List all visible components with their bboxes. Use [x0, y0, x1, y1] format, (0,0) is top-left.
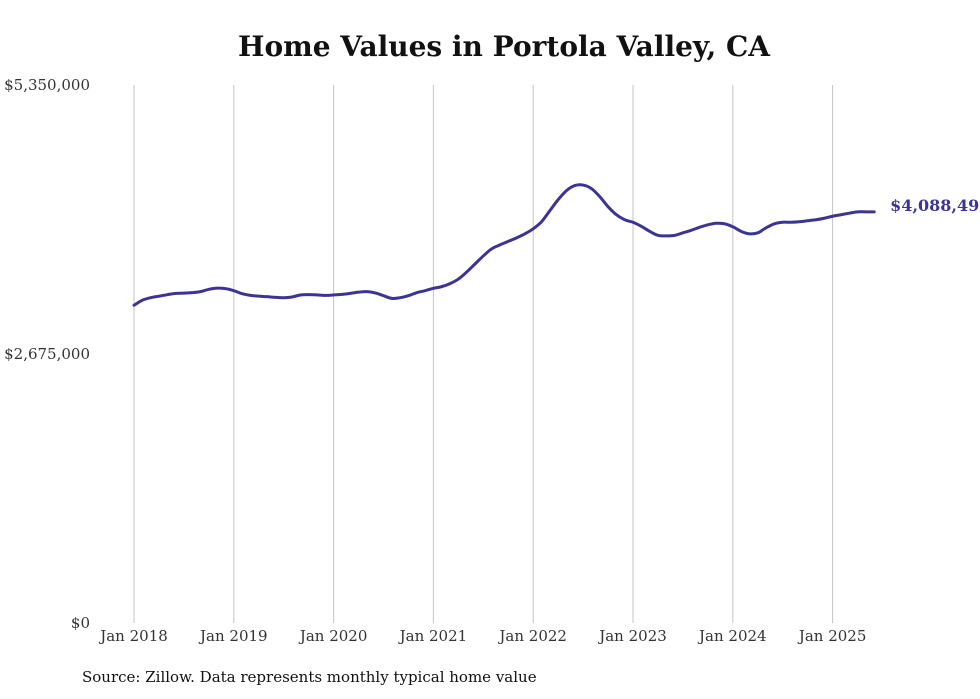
x-tick-label: Jan 2024 [697, 627, 767, 645]
chart-title: Home Values in Portola Valley, CA [237, 30, 771, 63]
x-tick-label: Jan 2018 [98, 627, 168, 645]
y-tick-label: $2,675,000 [4, 345, 90, 363]
source-note: Source: Zillow. Data represents monthly … [82, 668, 537, 686]
end-value-label: $4,088,495 [890, 196, 980, 215]
series-line [132, 183, 876, 307]
x-tick-label: Jan 2022 [497, 627, 567, 645]
gridlines [133, 85, 834, 623]
y-tick-label: $0 [71, 614, 90, 632]
y-axis-ticks: $0 $2,675,000 $5,350,000 [4, 76, 90, 632]
x-tick-label: Jan 2019 [198, 627, 268, 645]
x-axis-ticks: Jan 2018 Jan 2019 Jan 2020 Jan 2021 Jan 2022… [98, 627, 866, 645]
series-layer: $4,088,495 [132, 183, 980, 307]
x-tick-label: Jan 2020 [298, 627, 368, 645]
x-tick-label: Jan 2023 [597, 627, 667, 645]
y-tick-label: $5,350,000 [4, 76, 90, 94]
x-tick-label: Jan 2021 [398, 627, 468, 645]
x-tick-label: Jan 2025 [797, 627, 867, 645]
